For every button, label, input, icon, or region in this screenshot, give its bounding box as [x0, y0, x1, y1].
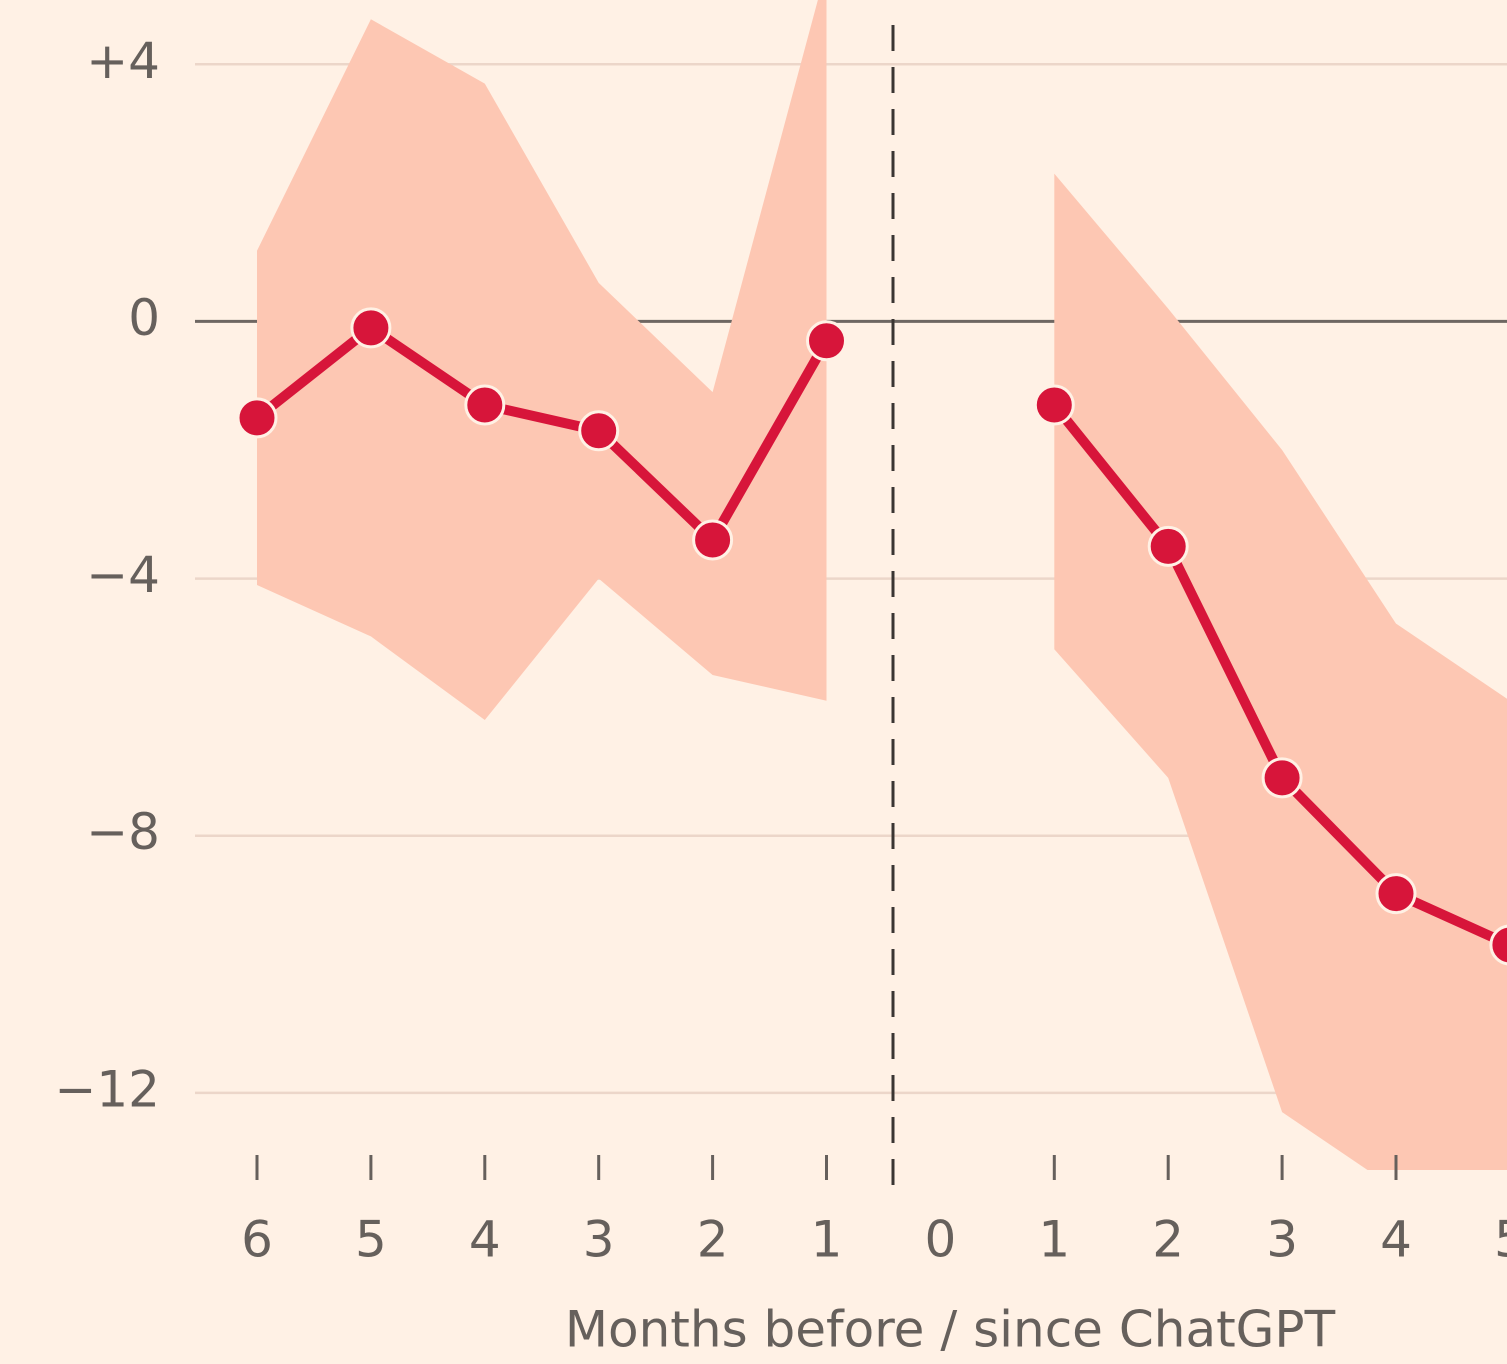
point — [236, 397, 278, 439]
mark-layer — [236, 307, 1507, 966]
point — [578, 410, 620, 452]
point — [464, 384, 506, 426]
point — [806, 320, 847, 362]
y-tick-label: +4 — [86, 32, 160, 90]
y-tick-label: −12 — [54, 1060, 160, 1118]
y-tick-label: −4 — [86, 546, 160, 604]
point — [1489, 924, 1507, 966]
point — [1147, 525, 1189, 567]
x-tick-label: 5 — [1494, 1211, 1507, 1269]
x-tick-label: 4 — [469, 1211, 501, 1269]
band-layer — [257, 0, 1507, 1170]
y-tick-label: −8 — [86, 803, 160, 861]
y-tick-label: 0 — [128, 289, 160, 347]
x-tick-label: 2 — [1152, 1211, 1184, 1269]
point — [1033, 384, 1075, 426]
point — [1375, 873, 1417, 915]
confidence-band — [257, 0, 827, 720]
x-tick-label: 1 — [1038, 1211, 1070, 1269]
point — [692, 519, 734, 561]
x-tick-label: 5 — [355, 1211, 387, 1269]
x-tick-label: 0 — [924, 1211, 956, 1269]
confidence-band — [1054, 173, 1507, 1170]
point — [1261, 757, 1303, 799]
x-tick-label: 1 — [811, 1211, 843, 1269]
x-tick-label: 3 — [583, 1211, 615, 1269]
line — [253, 322, 831, 545]
x-tick-label: 4 — [1380, 1211, 1412, 1269]
x-axis-title: Months before / since ChatGPT — [565, 1301, 1336, 1359]
x-tick-label: 2 — [697, 1211, 729, 1269]
point — [350, 307, 392, 349]
x-tick-label: 3 — [1266, 1211, 1298, 1269]
x-tick-label: 6 — [241, 1211, 273, 1269]
